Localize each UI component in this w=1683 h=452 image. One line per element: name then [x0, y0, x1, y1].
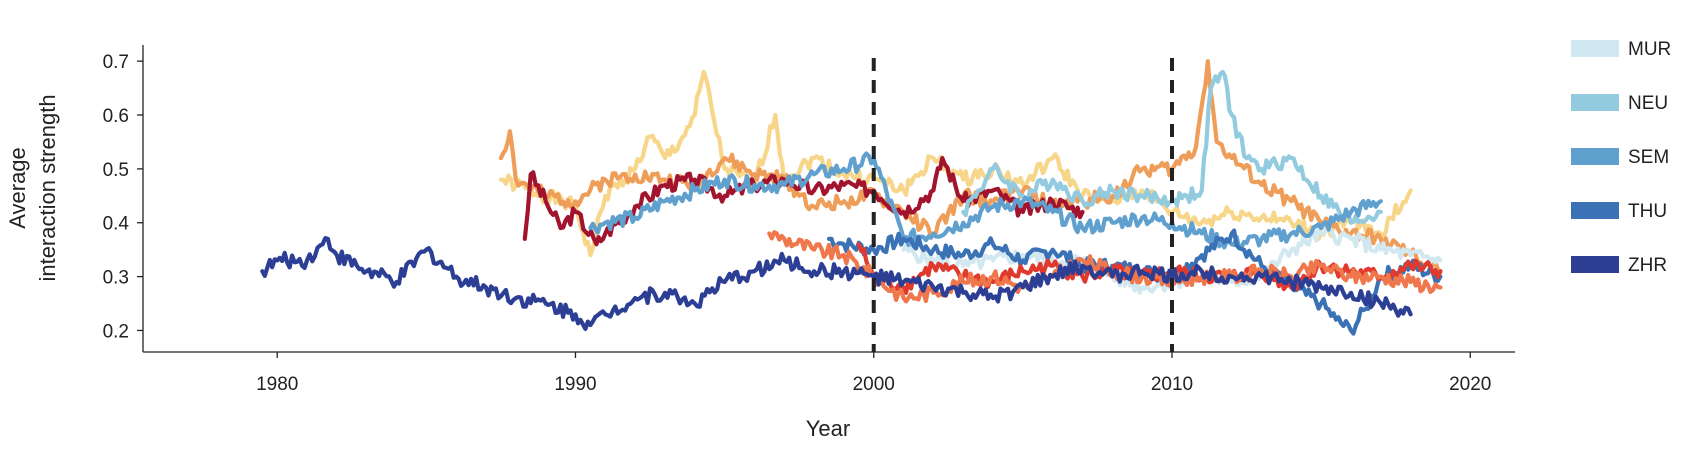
- x-axis-ticks: 1980 1990 2000 2010 2020: [256, 352, 1491, 395]
- axes: [142, 45, 1515, 353]
- legend-label-thu: THU: [1628, 201, 1667, 222]
- legend-swatch-zhr: [1571, 256, 1619, 273]
- y-tick-label: 0.5: [103, 160, 129, 181]
- series-mid-blue-sem-line: [588, 151, 1383, 250]
- reference-lines: [871, 58, 1174, 352]
- x-tick-label: 1990: [554, 374, 596, 395]
- x-tick-label: 2020: [1449, 374, 1491, 395]
- y-axis-title-line-1: Average: [5, 147, 30, 229]
- y-tick-label: 0.4: [103, 214, 130, 235]
- x-axis-title: Year: [806, 416, 850, 441]
- legend-swatch-thu: [1571, 202, 1619, 219]
- y-tick-label: 0.2: [103, 321, 129, 342]
- y-tick-label: 0.3: [103, 268, 129, 289]
- x-tick-label: 2000: [853, 374, 895, 395]
- legend-label-sem: SEM: [1628, 147, 1669, 168]
- legend-label-neu: NEU: [1628, 93, 1668, 114]
- y-axis-title-line-2: interaction strength: [35, 94, 60, 281]
- legend-label-zhr: ZHR: [1628, 255, 1667, 276]
- x-tick-label: 2010: [1151, 374, 1193, 395]
- series-navy-zhr-line: [260, 236, 1413, 331]
- legend-swatch-mur: [1571, 40, 1619, 57]
- legend-swatch-sem: [1571, 148, 1619, 165]
- series-pale-yellow-line: [498, 69, 1413, 258]
- legend-label-mur: MUR: [1628, 39, 1671, 60]
- y-tick-label: 0.7: [103, 52, 129, 73]
- y-tick-label: 0.6: [103, 106, 129, 127]
- legend: MUR NEU SEM THU ZHR: [1571, 39, 1671, 276]
- legend-swatch-neu: [1571, 94, 1619, 111]
- x-tick-label: 1980: [256, 374, 298, 395]
- y-axis-ticks: 0.2 0.3 0.4 0.5 0.6 0.7: [103, 52, 143, 342]
- plot-lines: [260, 59, 1443, 336]
